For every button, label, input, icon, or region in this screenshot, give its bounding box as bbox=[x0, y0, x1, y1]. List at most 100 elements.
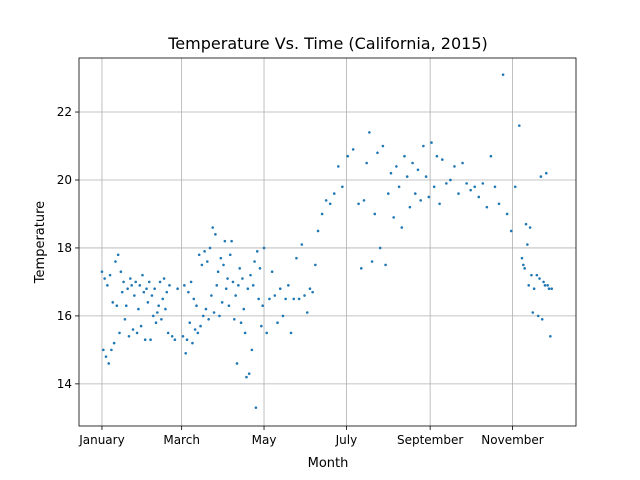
x-tick-label: September bbox=[397, 433, 463, 447]
point bbox=[341, 185, 344, 189]
point bbox=[142, 290, 146, 294]
point bbox=[265, 331, 269, 335]
point bbox=[532, 287, 536, 291]
point bbox=[164, 307, 167, 311]
point bbox=[297, 297, 301, 301]
point bbox=[166, 331, 170, 335]
point bbox=[118, 331, 121, 335]
point bbox=[149, 338, 152, 341]
point bbox=[473, 185, 477, 189]
x-tick-label: January bbox=[78, 433, 125, 447]
point bbox=[386, 192, 390, 195]
point bbox=[134, 280, 138, 284]
point bbox=[314, 263, 317, 267]
point bbox=[461, 161, 464, 165]
point bbox=[139, 324, 143, 328]
point bbox=[110, 348, 113, 352]
point bbox=[234, 294, 237, 297]
point bbox=[195, 304, 198, 308]
point bbox=[226, 277, 229, 280]
point bbox=[247, 372, 251, 375]
point bbox=[481, 182, 485, 185]
point bbox=[106, 284, 109, 287]
point bbox=[233, 318, 236, 321]
point bbox=[116, 253, 120, 257]
point bbox=[373, 212, 377, 216]
point bbox=[457, 192, 460, 195]
point bbox=[197, 253, 201, 257]
point bbox=[445, 182, 448, 185]
point bbox=[531, 311, 535, 314]
point bbox=[211, 226, 215, 229]
point bbox=[126, 287, 129, 291]
point bbox=[173, 338, 177, 341]
point bbox=[187, 290, 190, 294]
point bbox=[287, 284, 290, 287]
y-tick-label: 20 bbox=[57, 173, 72, 187]
point bbox=[276, 321, 279, 325]
point bbox=[528, 226, 532, 229]
point bbox=[227, 304, 231, 308]
point bbox=[384, 263, 387, 267]
point bbox=[522, 263, 525, 267]
point bbox=[540, 318, 544, 321]
point bbox=[308, 287, 312, 291]
plot-frame bbox=[78, 57, 577, 427]
point bbox=[219, 256, 223, 260]
point bbox=[392, 216, 395, 219]
point bbox=[168, 284, 171, 287]
point bbox=[432, 185, 436, 189]
point bbox=[260, 324, 263, 328]
point bbox=[191, 341, 194, 345]
point bbox=[400, 226, 404, 229]
point bbox=[362, 199, 366, 202]
point bbox=[223, 239, 227, 243]
point bbox=[389, 171, 393, 175]
point bbox=[119, 270, 123, 274]
point bbox=[241, 277, 244, 280]
point bbox=[162, 277, 166, 280]
point bbox=[465, 182, 468, 185]
point bbox=[378, 246, 382, 250]
point bbox=[316, 229, 320, 233]
point bbox=[408, 205, 412, 209]
point bbox=[153, 287, 156, 291]
point bbox=[210, 294, 213, 297]
point bbox=[397, 185, 401, 189]
x-tick-label: July bbox=[335, 433, 358, 447]
point bbox=[185, 338, 189, 341]
point bbox=[231, 280, 235, 284]
point bbox=[242, 307, 246, 311]
point bbox=[262, 246, 266, 250]
x-tick-label: May bbox=[252, 433, 277, 447]
point bbox=[536, 314, 540, 318]
point bbox=[376, 151, 379, 155]
point bbox=[253, 260, 256, 263]
point bbox=[320, 212, 324, 216]
point bbox=[220, 301, 224, 304]
point bbox=[207, 318, 210, 321]
point bbox=[145, 287, 148, 291]
point bbox=[206, 260, 209, 263]
point bbox=[527, 284, 531, 287]
point bbox=[261, 304, 264, 308]
point bbox=[273, 294, 277, 297]
point bbox=[157, 304, 160, 308]
point bbox=[222, 263, 225, 267]
point bbox=[102, 348, 105, 352]
point bbox=[181, 334, 185, 338]
point bbox=[161, 297, 165, 301]
point bbox=[513, 185, 517, 189]
point bbox=[449, 178, 452, 182]
point bbox=[403, 154, 406, 158]
point bbox=[505, 212, 509, 216]
point bbox=[416, 168, 420, 172]
point bbox=[542, 280, 545, 284]
point bbox=[141, 273, 144, 277]
point bbox=[143, 338, 147, 341]
point bbox=[332, 192, 336, 195]
point bbox=[230, 239, 233, 243]
point bbox=[137, 307, 140, 311]
